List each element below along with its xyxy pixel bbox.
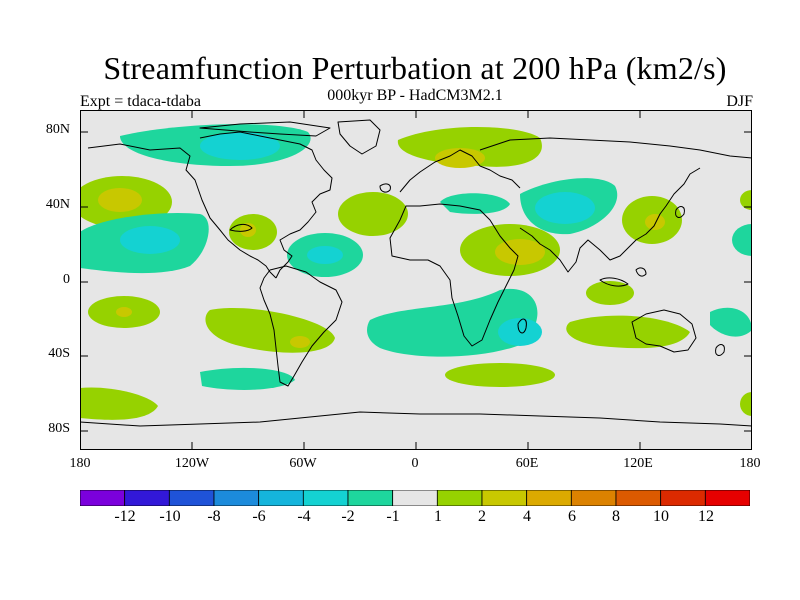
contour-north-pacific-core bbox=[98, 188, 142, 212]
coast-british-isles bbox=[379, 183, 391, 193]
coast-new-zealand bbox=[715, 344, 725, 356]
colorbar-label: -8 bbox=[207, 508, 221, 525]
contour-europe-positive bbox=[397, 127, 542, 167]
x-tick-60w: 60W bbox=[289, 456, 317, 471]
y-tick-0: 0 bbox=[63, 272, 70, 287]
colorbar-label: -4 bbox=[297, 508, 311, 525]
coast-australia bbox=[631, 309, 697, 353]
contour-mediterranean-negative bbox=[440, 193, 510, 214]
contour-europe-core bbox=[435, 148, 485, 168]
colorbar-label: -10 bbox=[159, 508, 181, 525]
contour-north-atlantic-positive bbox=[338, 192, 408, 236]
contour-west-atlantic-core bbox=[307, 246, 343, 264]
contour-maritime-continent-positive bbox=[586, 281, 634, 305]
colorbar-swatch bbox=[660, 490, 706, 506]
colorbar-swatch bbox=[213, 490, 260, 506]
colorbar-label: 10 bbox=[653, 508, 669, 525]
contour-fills bbox=[80, 124, 752, 420]
colorbar-swatch bbox=[526, 490, 572, 506]
contour-dateline-north bbox=[740, 190, 752, 210]
coast-canadian-arctic bbox=[199, 121, 331, 137]
contour-north-america-core bbox=[200, 132, 280, 160]
coast-northern-asia bbox=[479, 137, 752, 159]
colorbar-swatch bbox=[347, 490, 394, 506]
contour-south-atlantic-negative bbox=[367, 288, 538, 357]
colorbar-swatch bbox=[168, 490, 215, 506]
contour-central-pacific-core bbox=[120, 226, 180, 254]
coast-africa bbox=[389, 203, 519, 347]
colorbar-label: 2 bbox=[478, 508, 486, 525]
axis-tick-marks bbox=[80, 110, 752, 450]
coast-indonesia bbox=[599, 277, 629, 287]
colorbar-swatch bbox=[615, 490, 662, 506]
contour-south-pacific-core bbox=[116, 307, 132, 317]
colorbar-swatch bbox=[704, 490, 750, 506]
x-tick-180w: 180 bbox=[69, 456, 91, 471]
colorbar-label: -6 bbox=[252, 508, 266, 525]
coast-southern-asia bbox=[519, 167, 701, 273]
coast-greenland bbox=[337, 119, 381, 155]
contour-southwest-pacific-positive bbox=[80, 387, 158, 420]
y-tick-80s: 80S bbox=[48, 421, 70, 436]
colorbar-swatch bbox=[302, 490, 349, 506]
x-tick-180e: 180 bbox=[739, 456, 761, 471]
contour-indian-ocean-positive bbox=[566, 315, 690, 349]
season-label: DJF bbox=[726, 93, 753, 110]
x-tick-120e: 120E bbox=[623, 456, 653, 471]
colorbar-label: 8 bbox=[612, 508, 620, 525]
contour-southeast-positive bbox=[740, 392, 752, 416]
coast-north-america-west bbox=[87, 143, 277, 279]
y-tick-80n: 80N bbox=[45, 122, 70, 137]
x-tick-120w: 120W bbox=[174, 456, 210, 471]
colorbar-swatch bbox=[80, 490, 126, 506]
coast-madagascar bbox=[517, 318, 527, 334]
contour-east-asia-core bbox=[645, 214, 665, 230]
coast-japan bbox=[675, 206, 685, 218]
coast-philippines bbox=[635, 267, 647, 277]
contour-tasman-negative bbox=[710, 307, 752, 337]
colorbar-label: 12 bbox=[698, 508, 714, 525]
coast-north-america-east bbox=[199, 131, 333, 279]
colorbar-label: -2 bbox=[341, 508, 355, 525]
contour-south-asia-core bbox=[495, 239, 545, 265]
colorbar-label: -12 bbox=[114, 508, 136, 525]
x-tick-60e: 60E bbox=[515, 456, 539, 471]
coastlines bbox=[80, 119, 752, 427]
colorbar-swatch bbox=[124, 490, 170, 506]
contour-dateline-east bbox=[732, 224, 752, 256]
coast-antarctica bbox=[80, 411, 752, 427]
experiment-label: Expt = tdaca-tdaba bbox=[80, 93, 201, 110]
coast-south-america bbox=[259, 265, 343, 387]
colorbar-label: 6 bbox=[568, 508, 576, 525]
contour-southeast-pacific-negative bbox=[200, 367, 295, 390]
coast-gulf-of-mexico bbox=[229, 223, 253, 232]
plot-title: Streamfunction Perturbation at 200 hPa (… bbox=[103, 50, 727, 86]
map-panel bbox=[80, 110, 752, 450]
colorbar-swatch bbox=[392, 490, 438, 506]
colorbar-swatch bbox=[481, 490, 528, 506]
colorbar-label: 4 bbox=[523, 508, 531, 525]
colorbar-swatch bbox=[436, 490, 483, 506]
plot-subtitle: 000kyr BP - HadCM3M2.1 bbox=[327, 87, 503, 104]
colorbar bbox=[80, 490, 750, 506]
contour-central-asia-core bbox=[535, 192, 595, 224]
colorbar-label: 1 bbox=[434, 508, 442, 525]
map-background bbox=[80, 110, 752, 450]
colorbar-swatch bbox=[570, 490, 617, 506]
y-tick-40n: 40N bbox=[45, 197, 70, 212]
colorbar-swatch bbox=[258, 490, 304, 506]
x-tick-0: 0 bbox=[411, 456, 419, 471]
colorbar-label: -1 bbox=[386, 508, 400, 525]
y-tick-40s: 40S bbox=[48, 346, 70, 361]
contour-south-america-core bbox=[290, 336, 310, 348]
contour-southern-ocean-positive bbox=[445, 363, 555, 387]
coast-europe bbox=[399, 149, 521, 193]
